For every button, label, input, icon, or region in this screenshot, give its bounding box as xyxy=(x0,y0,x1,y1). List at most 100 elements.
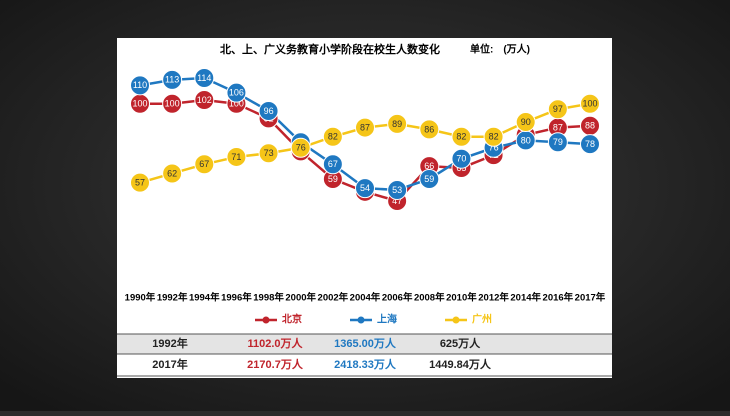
data-label: 82 xyxy=(328,132,338,142)
point xyxy=(451,126,472,147)
point xyxy=(355,117,375,138)
data-label: 82 xyxy=(489,132,499,142)
point xyxy=(580,93,600,114)
point xyxy=(547,99,568,120)
data-label: 97 xyxy=(553,104,563,114)
table-row-bg xyxy=(117,334,612,354)
data-label: 79 xyxy=(553,137,563,147)
x-tick-label: 1992年 xyxy=(157,292,188,304)
table-cell: 1365.00万人 xyxy=(334,336,397,350)
x-tick-label: 2008年 xyxy=(414,292,445,304)
legend-swatch xyxy=(262,316,270,324)
x-tick-label: 2004年 xyxy=(350,292,381,304)
legend-label: 广州 xyxy=(472,313,492,326)
point xyxy=(580,134,600,155)
point xyxy=(451,148,472,169)
data-label: 90 xyxy=(521,117,531,127)
data-label: 96 xyxy=(264,106,274,116)
data-label: 59 xyxy=(424,174,434,184)
point xyxy=(322,126,343,147)
data-label: 87 xyxy=(553,122,563,132)
point xyxy=(387,179,408,200)
data-label: 89 xyxy=(392,119,402,129)
x-tick-label: 2017年 xyxy=(575,292,606,304)
data-label: 86 xyxy=(424,124,434,134)
data-label: 73 xyxy=(264,148,274,158)
data-label: 78 xyxy=(585,139,595,149)
data-label: 114 xyxy=(197,73,211,83)
point xyxy=(547,132,568,153)
x-tick-label: 2012年 xyxy=(478,292,509,304)
data-label: 57 xyxy=(135,178,145,188)
point xyxy=(130,172,150,193)
data-label: 66 xyxy=(424,161,434,171)
x-tick-label: 1996年 xyxy=(221,292,252,304)
point xyxy=(226,82,247,103)
point xyxy=(419,119,440,140)
x-tick-label: 2006年 xyxy=(382,292,413,304)
table-cell: 1449.84万人 xyxy=(429,357,492,371)
point xyxy=(194,154,215,175)
data-label: 100 xyxy=(229,99,244,109)
table-cell: 2170.7万人 xyxy=(247,357,304,371)
data-label: 80 xyxy=(521,135,531,145)
x-tick-label: 2016年 xyxy=(543,292,574,304)
data-label: 62 xyxy=(167,168,177,178)
point xyxy=(130,75,150,96)
data-label: 76 xyxy=(489,143,499,153)
point xyxy=(194,68,215,88)
data-label: 47 xyxy=(392,196,402,206)
point xyxy=(290,137,311,158)
unit: 单位: (万人) xyxy=(470,43,530,56)
data-label: 71 xyxy=(231,152,241,162)
table-cell: 2017年 xyxy=(152,357,187,371)
data-label: 113 xyxy=(165,75,179,85)
data-label: 76 xyxy=(296,143,306,153)
table-cell: 1992年 xyxy=(152,336,187,350)
x-tick-label: 1994年 xyxy=(189,292,220,304)
point xyxy=(419,168,440,189)
data-label: 100 xyxy=(132,99,147,109)
data-label: 67 xyxy=(199,159,209,169)
chart-title: 北、上、广义务教育小学阶段在校生人数变化 xyxy=(220,42,440,56)
legend-swatch xyxy=(452,316,460,324)
data-label: 110 xyxy=(133,80,147,90)
data-label: 106 xyxy=(229,88,244,98)
legend-label: 上海 xyxy=(377,313,397,326)
data-label: 100 xyxy=(582,99,597,109)
data-label: 100 xyxy=(165,99,180,109)
table-cell: 625万人 xyxy=(440,336,481,350)
point xyxy=(258,101,279,122)
table-cell: 2418.33万人 xyxy=(334,357,397,371)
panel xyxy=(117,38,612,378)
point xyxy=(322,154,343,175)
x-tick-label: 2010年 xyxy=(446,292,477,304)
data-label: 87 xyxy=(360,122,370,132)
data-label: 59 xyxy=(328,174,338,184)
point xyxy=(387,113,408,134)
x-tick-label: 1990年 xyxy=(125,292,156,304)
data-label: 102 xyxy=(197,95,212,105)
x-tick-label: 2002年 xyxy=(318,292,349,304)
legend-swatch xyxy=(357,316,365,324)
point xyxy=(162,93,183,114)
point xyxy=(483,126,504,147)
table-cell: 1102.0万人 xyxy=(247,336,303,350)
data-label: 54 xyxy=(360,183,370,193)
legend-label: 北京 xyxy=(282,313,302,326)
x-tick-label: 2000年 xyxy=(285,292,316,304)
data-label: 67 xyxy=(328,159,338,169)
data-label: 82 xyxy=(456,132,466,142)
data-label: 70 xyxy=(456,154,466,164)
x-tick-label: 1998年 xyxy=(253,292,284,304)
point xyxy=(515,112,536,133)
data-label: 53 xyxy=(392,185,402,195)
point xyxy=(226,146,247,167)
point xyxy=(355,178,375,199)
point xyxy=(162,69,183,90)
x-tick-label: 2014年 xyxy=(510,292,541,304)
point xyxy=(194,90,215,111)
data-label: 88 xyxy=(585,121,595,131)
